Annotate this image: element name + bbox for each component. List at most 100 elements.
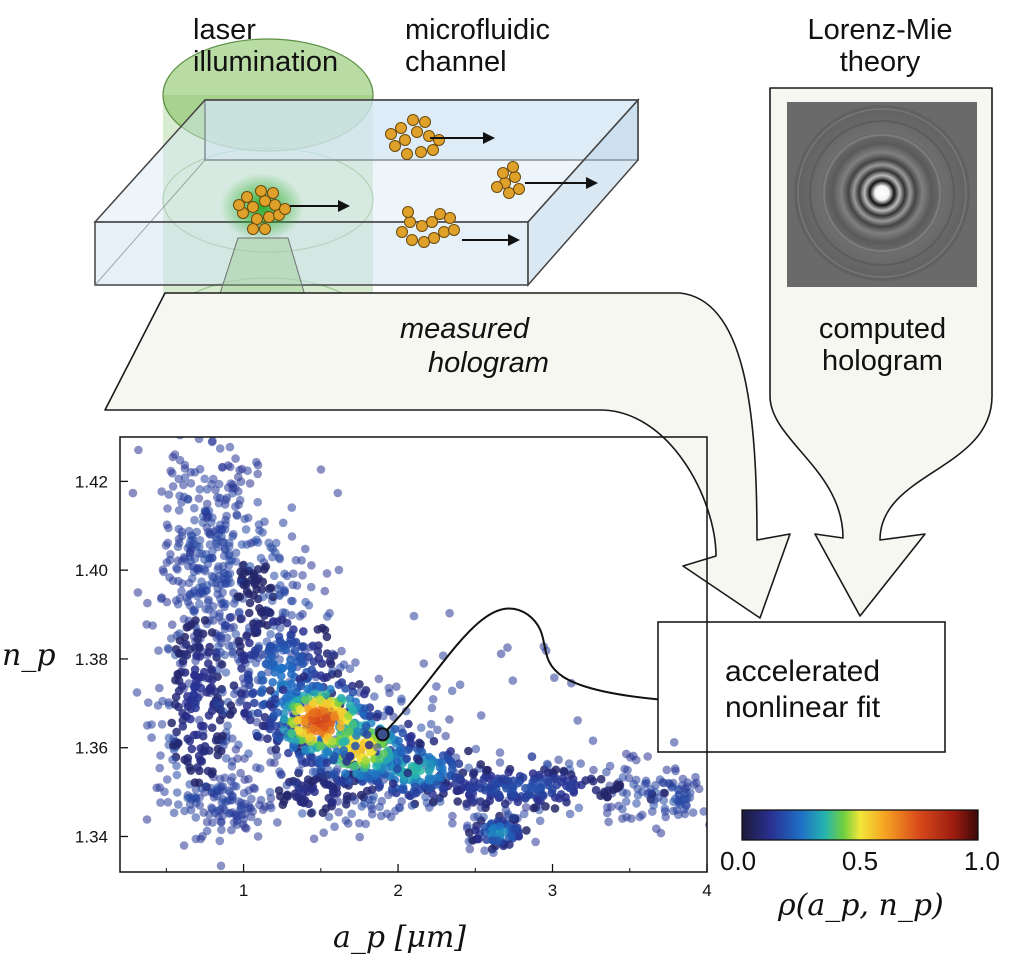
scatter-point [253, 497, 262, 507]
scatter-point [383, 705, 392, 714]
scatter-point [480, 846, 489, 855]
scatter-point [217, 825, 226, 835]
scatter-point [429, 736, 439, 746]
scatter-point [427, 703, 437, 713]
scatter-points [128, 409, 707, 871]
scatter-point [244, 786, 254, 795]
scatter-point [644, 788, 654, 797]
scatter-point [314, 653, 324, 663]
scatter-point [652, 824, 661, 833]
scatter-point [229, 681, 239, 690]
scatter-point [174, 738, 183, 748]
scatter-point [439, 784, 449, 793]
scatter-point [429, 797, 438, 806]
scatter-point [211, 736, 221, 745]
scatter-point [476, 711, 486, 720]
scatter-point [204, 659, 213, 668]
scatter-point [174, 474, 183, 484]
scatter-point [321, 714, 331, 723]
scatter-point [604, 817, 613, 827]
scatter-point [362, 730, 372, 739]
laser-illumination-label: laser illumination [193, 14, 339, 78]
scatter-point [213, 750, 223, 760]
scatter-point [276, 770, 286, 779]
scatter-point [332, 783, 341, 792]
scatter-point [433, 725, 442, 735]
scatter-point [186, 545, 196, 555]
scatter-point [264, 538, 274, 548]
scatter-point [290, 646, 300, 655]
scatter-point [384, 683, 394, 693]
scatter-point [494, 790, 504, 799]
scatter-point [527, 752, 537, 762]
scatter-point [337, 678, 347, 687]
scatter-point [182, 650, 192, 660]
scatter-point [409, 611, 419, 621]
scatter-point [221, 575, 231, 584]
scatter-point [183, 734, 192, 744]
scatter-point [227, 612, 236, 622]
scatter-point [341, 769, 350, 778]
particle [444, 212, 456, 224]
scatter-point [206, 530, 215, 539]
scatter-point [179, 614, 189, 624]
microfluidic-channel-label: microfluidic channel [405, 14, 551, 78]
particle [259, 223, 271, 235]
scatter-point [178, 722, 188, 731]
scatter-point [206, 423, 215, 432]
scatter-point [263, 734, 272, 743]
scatter-point [154, 646, 163, 655]
scatter-point [201, 586, 211, 596]
scatter-point [463, 821, 472, 830]
scatter-point [240, 651, 249, 660]
scatter-point [291, 555, 301, 565]
scatter-point [419, 659, 429, 668]
scatter-point [320, 722, 329, 732]
scatter-point [166, 466, 175, 476]
scatter-point [177, 531, 187, 541]
scatter-point [397, 697, 406, 706]
scatter-point [175, 629, 184, 638]
scatter-point [397, 748, 407, 758]
scatter-point [191, 813, 201, 822]
scatter-point [229, 409, 238, 418]
scatter-point [156, 751, 165, 760]
scatter-point [237, 798, 246, 808]
scatter-point [292, 687, 301, 697]
scatter-point [168, 576, 178, 585]
scatter-point [183, 494, 193, 504]
particle [395, 122, 407, 134]
scatter-point [207, 723, 217, 732]
y-tick-label: 1.38 [75, 650, 108, 669]
scatter-point [186, 714, 195, 724]
scatter-point [258, 592, 268, 602]
scatter-point [307, 745, 316, 754]
scatter-point [488, 836, 498, 845]
scatter-point [221, 668, 231, 677]
particle [255, 185, 267, 197]
scatter-point [350, 796, 360, 805]
scatter-point [416, 739, 425, 749]
scatter-point [665, 779, 674, 789]
scatter-point [432, 682, 441, 691]
scatter-point [307, 758, 316, 768]
scatter-point [330, 752, 339, 761]
scatter-point [471, 744, 481, 754]
scatter-point [614, 782, 623, 792]
scatter-point [132, 688, 142, 697]
scatter-point [273, 818, 282, 827]
scatter-point [207, 628, 217, 637]
scatter-point [356, 790, 366, 800]
scatter-point [301, 597, 310, 607]
scatter-point [393, 764, 402, 774]
particle [497, 167, 509, 179]
scatter-point [399, 785, 408, 794]
scatter-point [296, 705, 305, 714]
scatter-point [370, 692, 379, 701]
scatter-point [551, 765, 561, 775]
scatter-point [277, 671, 286, 681]
scatter-point [531, 837, 540, 847]
scatter-point [462, 802, 472, 811]
scatter-point [175, 636, 185, 645]
scatter-point [303, 684, 312, 693]
